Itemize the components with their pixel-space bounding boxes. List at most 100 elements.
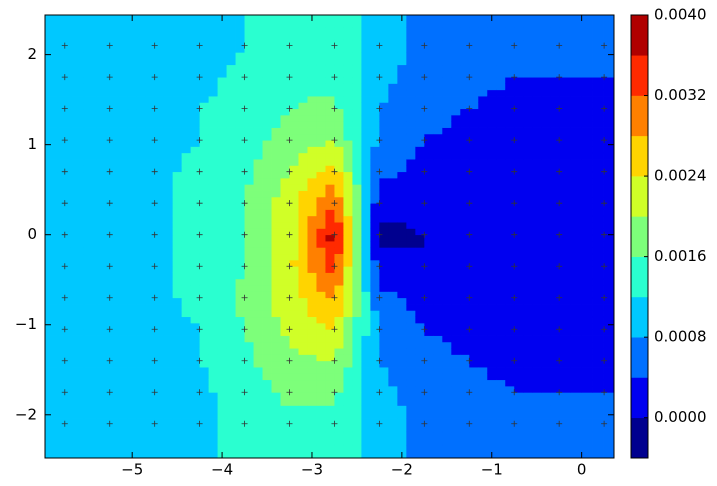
sample-marker bbox=[151, 42, 158, 49]
contour-cell bbox=[505, 215, 515, 223]
sample-marker bbox=[196, 326, 203, 333]
contour-cell bbox=[532, 348, 542, 355]
contour-cell bbox=[541, 146, 551, 154]
contour-cell bbox=[70, 348, 85, 355]
contour-cell bbox=[208, 335, 218, 343]
contour-cell bbox=[592, 329, 604, 336]
contour-cell bbox=[388, 379, 398, 387]
contour-cell bbox=[83, 228, 98, 236]
contour-cell bbox=[325, 222, 335, 229]
contour-cell bbox=[271, 52, 281, 66]
contour-cell bbox=[442, 379, 452, 387]
contour-cell bbox=[136, 316, 147, 324]
contour-cell bbox=[433, 247, 443, 255]
contour-cell bbox=[163, 322, 174, 330]
contour-cell bbox=[127, 278, 138, 286]
contour-cell bbox=[496, 89, 506, 97]
contour-cell bbox=[559, 146, 571, 154]
contour-cell bbox=[325, 373, 335, 381]
contour-cell bbox=[592, 190, 604, 198]
contour-cell bbox=[379, 215, 389, 223]
contour-cell bbox=[325, 278, 335, 286]
contour-cell bbox=[262, 444, 272, 459]
contour-cell bbox=[118, 392, 129, 406]
contour-cell bbox=[235, 367, 245, 374]
contour-cell bbox=[244, 354, 254, 362]
contour-cell bbox=[361, 354, 371, 362]
contour-cell bbox=[154, 83, 165, 91]
contour-cell bbox=[172, 89, 183, 97]
contour-cell bbox=[379, 184, 389, 191]
contour-cell bbox=[559, 77, 571, 84]
contour-cell bbox=[118, 354, 129, 362]
contour-cell bbox=[208, 266, 218, 273]
contour-cell bbox=[109, 127, 120, 135]
contour-cell bbox=[478, 385, 488, 393]
contour-cell bbox=[316, 64, 326, 78]
contour-cell bbox=[154, 121, 165, 128]
contour-cell bbox=[361, 348, 371, 355]
contour-cell bbox=[136, 335, 147, 343]
contour-cell bbox=[154, 418, 165, 433]
contour-cell bbox=[109, 354, 120, 362]
contour-cell bbox=[603, 297, 615, 305]
contour-cell bbox=[217, 431, 227, 446]
contour-cell bbox=[83, 285, 98, 292]
sample-marker bbox=[466, 326, 473, 333]
contour-cell bbox=[603, 83, 615, 91]
contour-cell bbox=[289, 272, 299, 280]
contour-cell bbox=[433, 184, 443, 191]
contour-cell bbox=[505, 39, 515, 53]
contour-cell bbox=[109, 297, 120, 305]
contour-cell bbox=[253, 405, 263, 419]
contour-cell bbox=[523, 108, 533, 116]
contour-cell bbox=[289, 348, 299, 355]
contour-cell bbox=[469, 215, 479, 223]
contour-cell bbox=[397, 121, 407, 128]
contour-cell bbox=[118, 266, 129, 273]
contour-cell bbox=[163, 102, 174, 110]
contour-cell bbox=[57, 15, 72, 28]
contour-cell bbox=[199, 177, 209, 185]
contour-cell bbox=[190, 322, 201, 330]
contour-cell bbox=[244, 253, 254, 261]
contour-cell bbox=[235, 39, 245, 53]
contour-cell bbox=[208, 52, 218, 66]
contour-cell bbox=[581, 146, 593, 154]
contour-cell bbox=[460, 392, 470, 406]
contour-cell bbox=[523, 329, 533, 336]
contour-cell bbox=[496, 297, 506, 305]
contour-cell bbox=[145, 133, 156, 141]
contour-cell bbox=[70, 291, 85, 299]
contour-cell bbox=[118, 431, 129, 446]
contour-cell bbox=[581, 234, 593, 242]
contour-cell bbox=[451, 322, 461, 330]
contour-cell bbox=[199, 133, 209, 141]
contour-cell bbox=[325, 177, 335, 185]
contour-cell bbox=[163, 165, 174, 173]
contour-cell bbox=[478, 418, 488, 433]
contour-cell bbox=[70, 96, 85, 103]
contour-cell bbox=[559, 152, 571, 160]
sample-marker bbox=[106, 326, 113, 333]
contour-cell bbox=[334, 203, 344, 210]
contour-cell bbox=[415, 209, 425, 217]
contour-cell bbox=[570, 316, 582, 324]
contour-cell bbox=[163, 335, 174, 343]
contour-cell bbox=[415, 316, 425, 324]
contour-cell bbox=[343, 190, 353, 198]
contour-cell bbox=[592, 418, 604, 433]
contour-cell bbox=[70, 108, 85, 116]
contour-cell bbox=[424, 146, 434, 154]
contour-cell bbox=[298, 196, 308, 204]
contour-cell bbox=[70, 322, 85, 330]
contour-cell bbox=[316, 304, 326, 311]
sample-marker bbox=[61, 231, 68, 238]
contour-cell bbox=[45, 140, 59, 147]
contour-cell bbox=[487, 121, 497, 128]
contour-cell bbox=[541, 114, 551, 122]
contour-cell bbox=[96, 405, 111, 419]
contour-cell bbox=[253, 385, 263, 393]
contour-cell bbox=[154, 146, 165, 154]
contour-cell bbox=[136, 348, 147, 355]
